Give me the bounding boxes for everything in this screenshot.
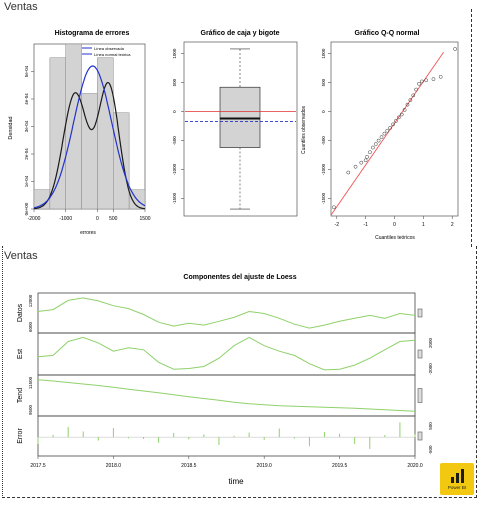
power-bi-badge[interactable]: Power BI <box>440 463 474 495</box>
section-title-top: Ventas <box>4 1 38 13</box>
bottom-visual-frame <box>2 246 477 498</box>
power-bi-label: Power BI <box>447 485 467 490</box>
top-visual-frame <box>2 9 472 247</box>
section-title-bottom: Ventas <box>4 250 38 262</box>
power-bi-icon <box>451 469 464 483</box>
